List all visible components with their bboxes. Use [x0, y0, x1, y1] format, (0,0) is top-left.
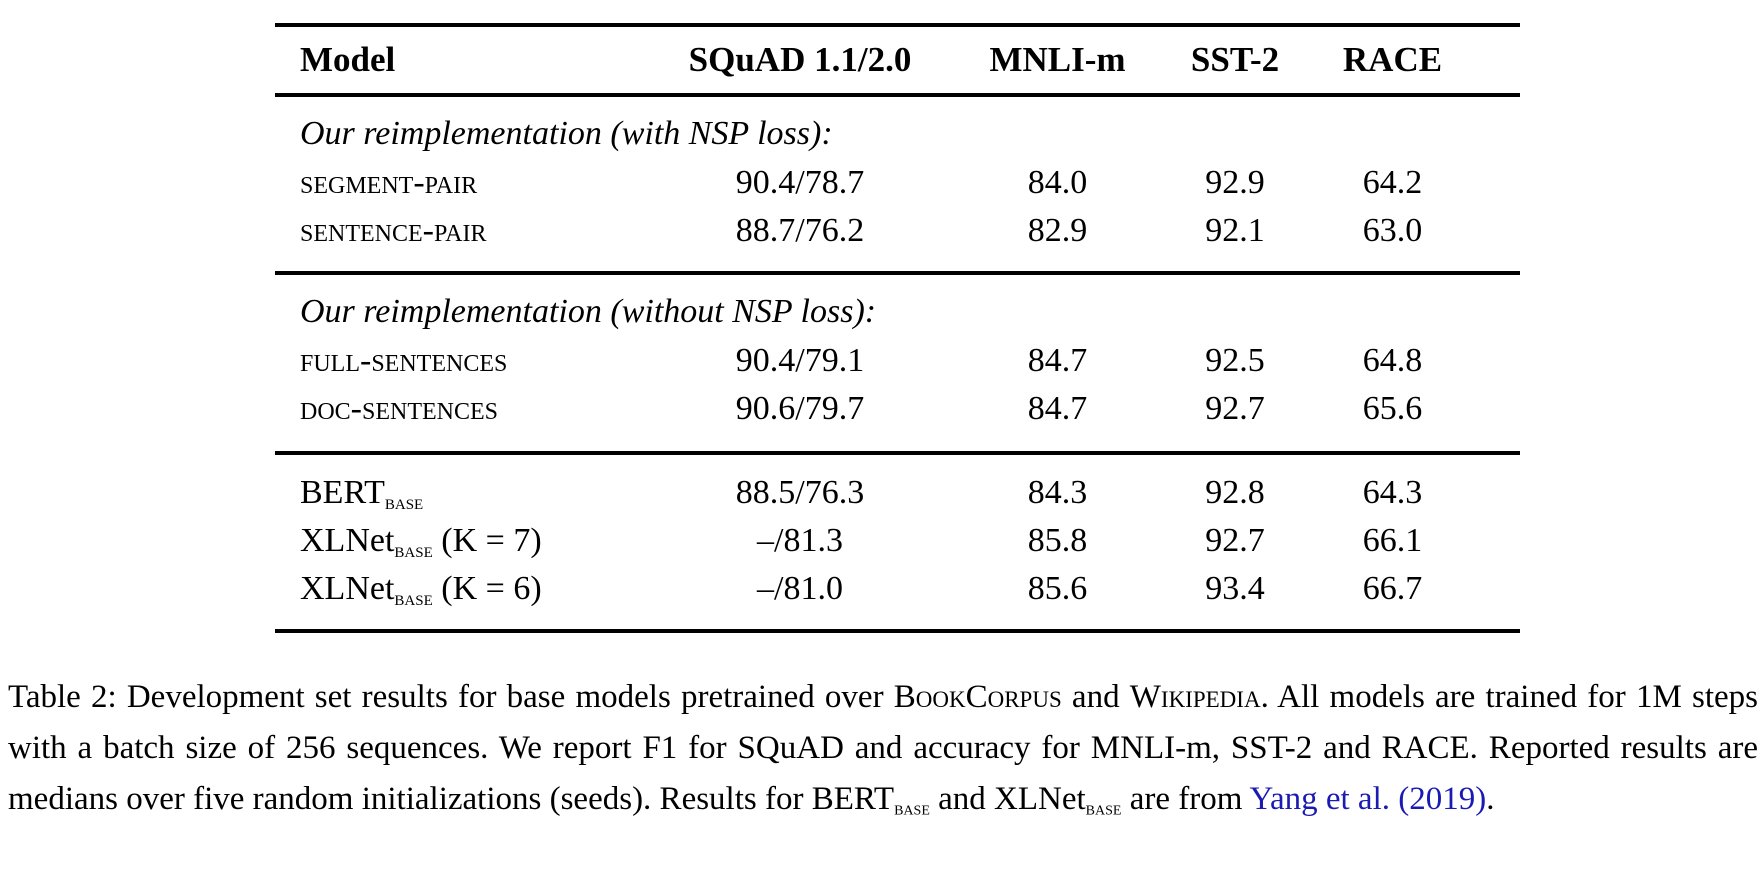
squad-value: –/81.3 — [757, 522, 843, 559]
sst-2-value: 92.5 — [1205, 342, 1265, 379]
model-name: XLNetbase (K = 7) — [275, 517, 650, 565]
race-value: 63.0 — [1305, 207, 1520, 275]
table-row-xlnet-base-k6: XLNetbase (K = 6) –/81.0 85.6 93.4 66.7 — [275, 565, 1520, 631]
section-header-without-nsp: Our reimplementation (without NSP loss): — [275, 273, 1520, 337]
caption-text: and — [1061, 679, 1130, 715]
corpus-name-bookcorpus: BookCorpus — [893, 679, 1062, 715]
table-header-row: Model SQuAD 1.1/2.0 MNLI-m SST-2 RACE — [275, 25, 1520, 97]
table-row-xlnet-base-k7: XLNetbase (K = 7) –/81.3 85.8 92.7 66.1 — [275, 517, 1520, 565]
mnli-m-value: 84.0 — [1027, 164, 1088, 201]
table-caption: Table 2: Development set results for bas… — [8, 672, 1758, 825]
model-subscript: base — [384, 489, 424, 514]
model-main: XLNet — [300, 570, 395, 607]
model-main: BERT — [300, 474, 385, 511]
table-row-full-sentences: full-sentences 90.4/79.1 84.7 92.5 64.8 — [275, 337, 1520, 385]
model-name: segment-pair — [300, 164, 478, 201]
mnli-m-value: 84.7 — [950, 385, 1165, 455]
sst-2-value: 92.1 — [1165, 207, 1305, 275]
mnli-m-value: 84.7 — [1027, 342, 1088, 379]
sst-2-value: 92.7 — [1205, 522, 1265, 559]
model-subscript: base — [394, 537, 433, 562]
model-suffix: (K = 7) — [432, 522, 542, 559]
column-header-model: Model — [275, 25, 650, 97]
race-value: 64.3 — [1362, 474, 1423, 511]
model-name: BERTbase — [275, 453, 650, 517]
model-suffix: (K = 6) — [432, 570, 542, 607]
xlnet-subscript: base — [1085, 797, 1122, 820]
race-value: 66.7 — [1362, 570, 1423, 607]
citation-link-yang-2019[interactable]: Yang et al. (2019) — [1249, 781, 1487, 817]
model-main: XLNet — [300, 522, 395, 559]
sst-2-value: 92.8 — [1205, 474, 1265, 511]
model-name: sentence-pair — [275, 207, 650, 275]
model-name: XLNetbase (K = 6) — [275, 565, 650, 631]
column-header-sst-2: SST-2 — [1165, 25, 1305, 97]
squad-value: 88.5/76.3 — [735, 474, 865, 511]
table-row-bert-base: BERTbase 88.5/76.3 84.3 92.8 64.3 — [275, 453, 1520, 517]
results-table-grid: Model SQuAD 1.1/2.0 MNLI-m SST-2 RACE Ou… — [275, 23, 1520, 633]
table-row-segment-pair: segment-pair 90.4/78.7 84.0 92.9 64.2 — [275, 159, 1520, 207]
caption-text: . All models are trained for 1M steps wi… — [8, 679, 1758, 817]
squad-value: 88.7/76.2 — [650, 207, 950, 275]
race-value: 65.6 — [1305, 385, 1520, 455]
squad-value: 90.4/78.7 — [735, 164, 865, 201]
section-header-with-nsp: Our reimplementation (with NSP loss): — [275, 95, 1520, 159]
caption-text: and XLNet — [929, 781, 1086, 817]
column-header-squad: SQuAD 1.1/2.0 — [650, 25, 950, 97]
model-name: doc-sentences — [275, 385, 650, 455]
sst-2-value: 92.9 — [1205, 164, 1265, 201]
table-row-sentence-pair: sentence-pair 88.7/76.2 82.9 92.1 63.0 — [275, 207, 1520, 275]
race-value: 64.2 — [1362, 164, 1423, 201]
mnli-m-value: 85.8 — [1027, 522, 1088, 559]
caption-text: . — [1486, 781, 1495, 817]
section-header-label: Our reimplementation (with NSP loss): — [300, 115, 833, 152]
mnli-m-value: 84.3 — [1027, 474, 1088, 511]
squad-value: –/81.0 — [757, 570, 843, 607]
mnli-m-value: 82.9 — [950, 207, 1165, 275]
race-value: 64.8 — [1362, 342, 1423, 379]
corpus-name-wikipedia: Wikipedia — [1129, 679, 1261, 715]
race-value: 66.1 — [1362, 522, 1423, 559]
results-table: Model SQuAD 1.1/2.0 MNLI-m SST-2 RACE Ou… — [275, 23, 1520, 633]
caption-text: are from — [1121, 781, 1250, 817]
bert-subscript: base — [894, 797, 930, 820]
table-row-doc-sentences: doc-sentences 90.6/79.7 84.7 92.7 65.6 — [275, 385, 1520, 455]
section-header-label: Our reimplementation (without NSP loss): — [300, 293, 877, 330]
sst-2-value: 92.7 — [1165, 385, 1305, 455]
column-header-mnli-m: MNLI-m — [950, 25, 1165, 97]
model-subscript: base — [394, 585, 433, 610]
squad-value: 90.4/79.1 — [735, 342, 865, 379]
caption-text: Table 2: Development set results for bas… — [8, 679, 894, 715]
column-header-race: RACE — [1305, 25, 1520, 97]
model-name: full-sentences — [300, 342, 508, 379]
sst-2-value: 93.4 — [1205, 570, 1265, 607]
squad-value: 90.6/79.7 — [650, 385, 950, 455]
mnli-m-value: 85.6 — [1027, 570, 1088, 607]
